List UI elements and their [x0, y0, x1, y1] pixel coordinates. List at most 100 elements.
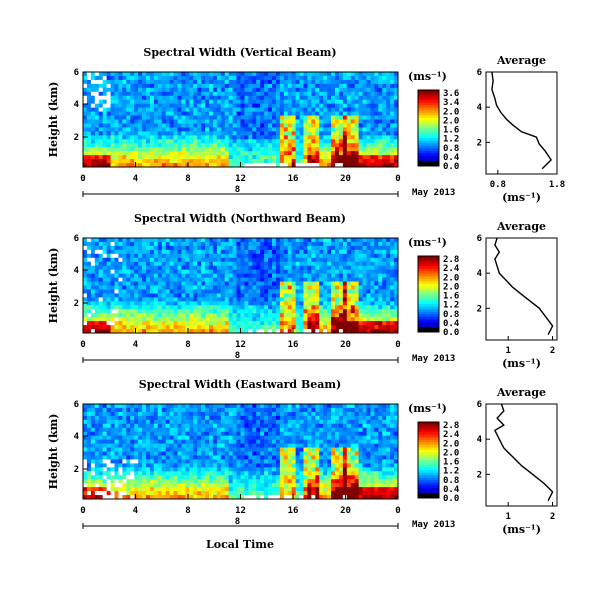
heatmap-cell	[173, 423, 178, 429]
heatmap-cell	[283, 297, 289, 302]
heatmap-cell	[122, 451, 127, 456]
heatmap-cell	[177, 289, 182, 294]
heatmap-cell	[303, 155, 308, 160]
heatmap-cell	[189, 475, 194, 480]
heatmap-cell	[157, 289, 163, 294]
heatmap-cell	[153, 281, 159, 286]
heatmap-cell	[193, 305, 198, 310]
heatmap-cell	[173, 459, 178, 464]
heatmap-cell	[295, 127, 300, 132]
heatmap-cell	[86, 253, 92, 259]
heatmap-cell	[248, 293, 253, 298]
heatmap-cell	[240, 79, 245, 85]
heatmap-cell	[153, 75, 159, 81]
heatmap-cell	[114, 317, 119, 322]
heatmap-cell	[110, 163, 115, 168]
heatmap-cell	[197, 155, 202, 160]
heatmap-cell	[338, 293, 344, 298]
heatmap-cell	[244, 139, 249, 144]
heatmap-cell	[98, 103, 104, 109]
heatmap-cell	[102, 277, 108, 282]
heatmap-cell	[319, 277, 324, 282]
heatmap-cell	[209, 415, 214, 421]
heatmap-cell	[386, 249, 391, 255]
heatmap-cell	[279, 159, 285, 164]
heatmap-cell	[268, 119, 273, 124]
heatmap-cell	[394, 329, 399, 334]
x-tick-label: 8	[185, 340, 190, 350]
colorbar-segment	[418, 256, 439, 260]
heatmap-cell	[311, 285, 316, 290]
heatmap-cell	[106, 293, 111, 298]
heatmap-cell	[201, 249, 206, 255]
heatmap-cell	[307, 289, 312, 294]
heatmap-cell	[102, 439, 108, 444]
heatmap-cell	[189, 463, 194, 468]
heatmap-cell	[90, 91, 96, 97]
heatmap-cell	[256, 238, 261, 243]
heatmap-cell	[130, 407, 135, 413]
heatmap-cell	[323, 329, 328, 334]
heatmap-cell	[189, 447, 194, 452]
heatmap-cell	[201, 309, 206, 314]
heatmap-cell	[220, 75, 226, 81]
heatmap-cell	[394, 123, 399, 128]
heatmap-cell	[181, 159, 186, 164]
heatmap-cell	[342, 83, 348, 89]
heatmap-cell	[102, 467, 108, 472]
heatmap-cell	[173, 91, 178, 97]
heatmap-cell	[83, 83, 88, 89]
heatmap-cell	[323, 245, 328, 251]
heatmap-cell	[212, 123, 218, 128]
heatmap-cell	[338, 261, 344, 267]
heatmap-cell	[157, 79, 163, 85]
heatmap-cell	[228, 107, 234, 112]
heatmap-cell	[134, 119, 139, 124]
heatmap-cell	[319, 115, 324, 120]
heatmap-cell	[205, 273, 210, 278]
heatmap-cell	[185, 325, 190, 330]
heatmap-cell	[205, 277, 210, 282]
heatmap-cell	[382, 253, 387, 259]
heatmap-cell	[209, 495, 214, 500]
heatmap-cell	[126, 404, 131, 409]
heatmap-cell	[205, 72, 210, 77]
heatmap-cell	[390, 151, 395, 156]
heatmap-cell	[138, 155, 143, 160]
heatmap-cell	[248, 143, 253, 148]
heatmap-cell	[272, 309, 277, 314]
heatmap-cell	[244, 72, 249, 77]
heatmap-cell	[382, 143, 387, 148]
heatmap-cell	[256, 115, 261, 120]
x-tick-label: 20	[340, 340, 351, 350]
heatmap-cell	[98, 451, 104, 456]
heatmap-cell	[354, 72, 360, 77]
heatmap-cell	[224, 151, 230, 156]
heatmap-cell	[323, 317, 328, 322]
heatmap-cell	[83, 119, 88, 124]
heatmap-cell	[260, 87, 265, 93]
heatmap-cell	[90, 155, 96, 160]
heatmap-cell	[315, 245, 320, 251]
heatmap-cell	[181, 467, 186, 472]
heatmap-cell	[193, 269, 198, 275]
heatmap-cell	[252, 313, 257, 318]
heatmap-cell	[146, 463, 151, 468]
heatmap-cell	[110, 253, 115, 259]
heatmap-cell	[240, 75, 245, 81]
heatmap-cell	[106, 253, 111, 259]
heatmap-cell	[138, 297, 143, 302]
heatmap-cell	[149, 443, 155, 448]
heatmap-cell	[319, 107, 324, 112]
heatmap-cell	[240, 238, 245, 243]
heatmap-cell	[390, 147, 395, 152]
heatmap-cell	[134, 285, 139, 290]
heatmap-cell	[181, 127, 186, 132]
heatmap-cell	[169, 321, 174, 326]
heatmap-cell	[157, 99, 163, 105]
heatmap-cell	[354, 293, 360, 298]
heatmap-cell	[161, 127, 167, 132]
heatmap-cell	[118, 103, 123, 109]
heatmap-cell	[173, 321, 178, 326]
heatmap-cell	[114, 463, 119, 468]
